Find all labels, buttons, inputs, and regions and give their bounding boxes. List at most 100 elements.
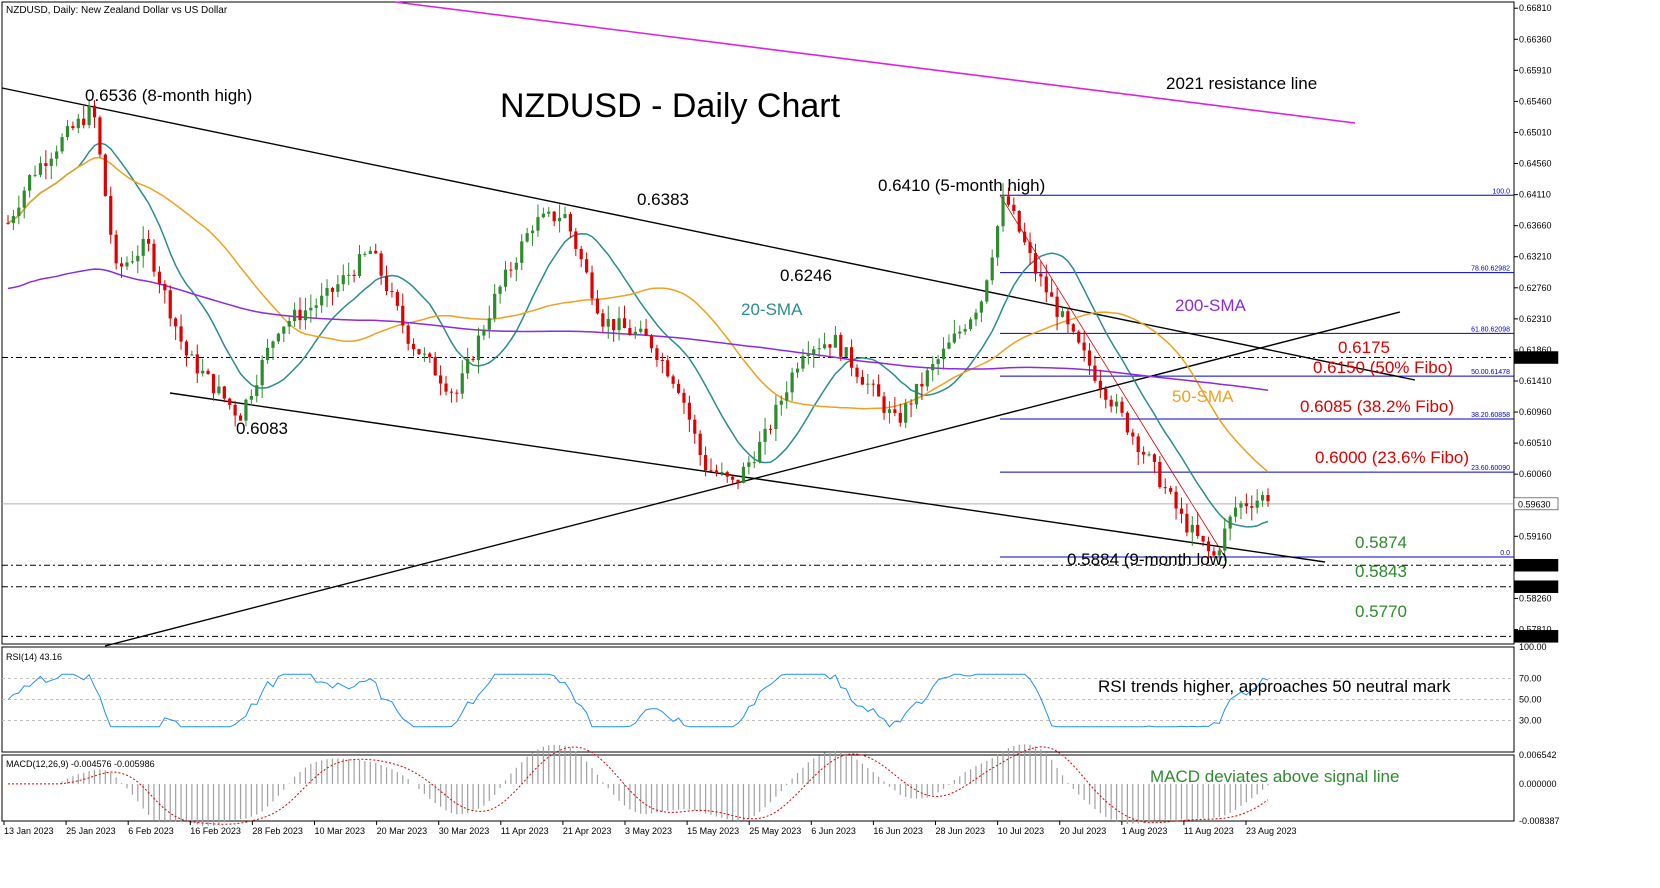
descending-channel-top: [1, 87, 1416, 381]
date-tick-label: 6 Jun 2023: [811, 826, 856, 836]
candle-body: [736, 479, 740, 483]
candle-body: [741, 466, 746, 483]
candle-body: [855, 367, 859, 377]
candle-body: [179, 326, 183, 342]
candle-body: [525, 233, 529, 242]
candle-body: [293, 309, 297, 322]
candle-body: [28, 175, 32, 191]
candle-body: [119, 263, 124, 267]
candle-body: [996, 226, 1000, 258]
price-tick-label: 0.58260: [1519, 593, 1552, 603]
level-0-5770: 0.5770: [1355, 602, 1407, 621]
candle-body: [455, 392, 459, 394]
candle-body: [1006, 196, 1011, 205]
candle-body: [822, 344, 827, 349]
candle-body: [904, 403, 908, 423]
rsi-note: RSI trends higher, approaches 50 neutral…: [1098, 677, 1451, 696]
date-tick-label: 20 Jul 2023: [1060, 826, 1107, 836]
candle-body: [11, 216, 16, 224]
candle-body: [184, 341, 189, 356]
candle-body: [1196, 524, 1200, 537]
candle-body: [1044, 276, 1048, 293]
candle-body: [1260, 495, 1265, 501]
annotation-8-month-high: 0.6536 (8-month high): [85, 86, 252, 105]
candle-body: [731, 476, 735, 480]
candle-body: [33, 174, 37, 176]
candle-body: [585, 259, 589, 273]
candle-body: [109, 196, 113, 235]
candle-body: [363, 253, 367, 255]
price-tick-label: 0.66810: [1519, 3, 1552, 13]
date-tick-label: 28 Feb 2023: [252, 826, 303, 836]
candle-body: [325, 287, 329, 296]
annotation-9-month-low: 0.5884 (9-month low): [1067, 550, 1228, 569]
price-tick-label: 0.64560: [1519, 159, 1552, 169]
ascending-trendline: [104, 311, 1401, 647]
candle-body: [1190, 524, 1194, 533]
candle-body: [1239, 503, 1243, 508]
annotation-0-6383: 0.6383: [637, 190, 689, 209]
candle-body: [395, 291, 399, 306]
price-tag: [1513, 351, 1559, 364]
candle-body: [433, 357, 437, 376]
date-tick-label: 15 May 2023: [687, 826, 739, 836]
candle-body: [1093, 365, 1097, 381]
macd-note: MACD deviates above signal line: [1150, 767, 1399, 786]
candle-body: [1152, 454, 1157, 462]
candle-body: [595, 298, 600, 314]
rsi-tick-label: 70.00: [1519, 674, 1542, 684]
candle-body: [552, 211, 556, 222]
candle-body: [1131, 432, 1135, 437]
price-tag-label: 0.57711: [1518, 632, 1550, 642]
candle-body: [774, 404, 778, 430]
chart-title: NZDUSD - Daily Chart: [500, 87, 841, 125]
candle-body: [347, 274, 351, 276]
candle-body: [1104, 388, 1108, 400]
rsi-line: [7, 673, 1269, 728]
candle-body: [22, 190, 26, 208]
candle-body: [1082, 342, 1086, 351]
fib-level-label: 38.20.60858: [1471, 412, 1510, 419]
candle-body: [968, 319, 973, 330]
price-tag-label: 0.61750: [1518, 353, 1551, 363]
candle-body: [136, 255, 140, 262]
candle-body: [1233, 507, 1238, 517]
candle-body: [1244, 503, 1248, 507]
candle-body: [703, 454, 708, 471]
candle-body: [1050, 292, 1054, 297]
candle-body: [844, 347, 848, 357]
candle-body: [1017, 210, 1021, 232]
candle-body: [1174, 491, 1178, 509]
price-tick-label: 0.65010: [1519, 127, 1552, 137]
date-tick-label: 25 May 2023: [749, 826, 801, 836]
candle-body: [503, 269, 508, 287]
candle-body: [850, 347, 854, 368]
sma-50-line: [7, 156, 1269, 473]
price-tag-label: 0.58430: [1518, 582, 1551, 592]
candle-body: [557, 217, 562, 222]
date-tick-label: 16 Jun 2023: [873, 826, 923, 836]
candle-body: [1001, 196, 1005, 227]
price-tag: [1513, 558, 1559, 572]
candle-body: [238, 415, 243, 421]
candle-body: [125, 262, 129, 267]
candle-body: [1125, 412, 1129, 433]
candle-body: [601, 313, 605, 327]
candle-body: [1158, 461, 1162, 488]
candle-body: [1066, 311, 1070, 325]
candle-body: [17, 207, 21, 217]
candle-body: [1098, 380, 1102, 389]
candle-body: [682, 392, 686, 403]
candle-body: [87, 105, 91, 126]
candle-body: [676, 383, 681, 393]
candle-body: [260, 360, 264, 386]
price-tag: [1513, 497, 1559, 511]
candle-body: [893, 409, 897, 413]
candle-body: [1255, 500, 1259, 508]
candle-body: [71, 126, 75, 129]
candle-body: [1109, 399, 1113, 407]
candle-body: [936, 359, 940, 365]
macd-signal-line: [8, 746, 1269, 825]
candle-body: [390, 291, 394, 293]
candle-body: [1120, 401, 1124, 413]
